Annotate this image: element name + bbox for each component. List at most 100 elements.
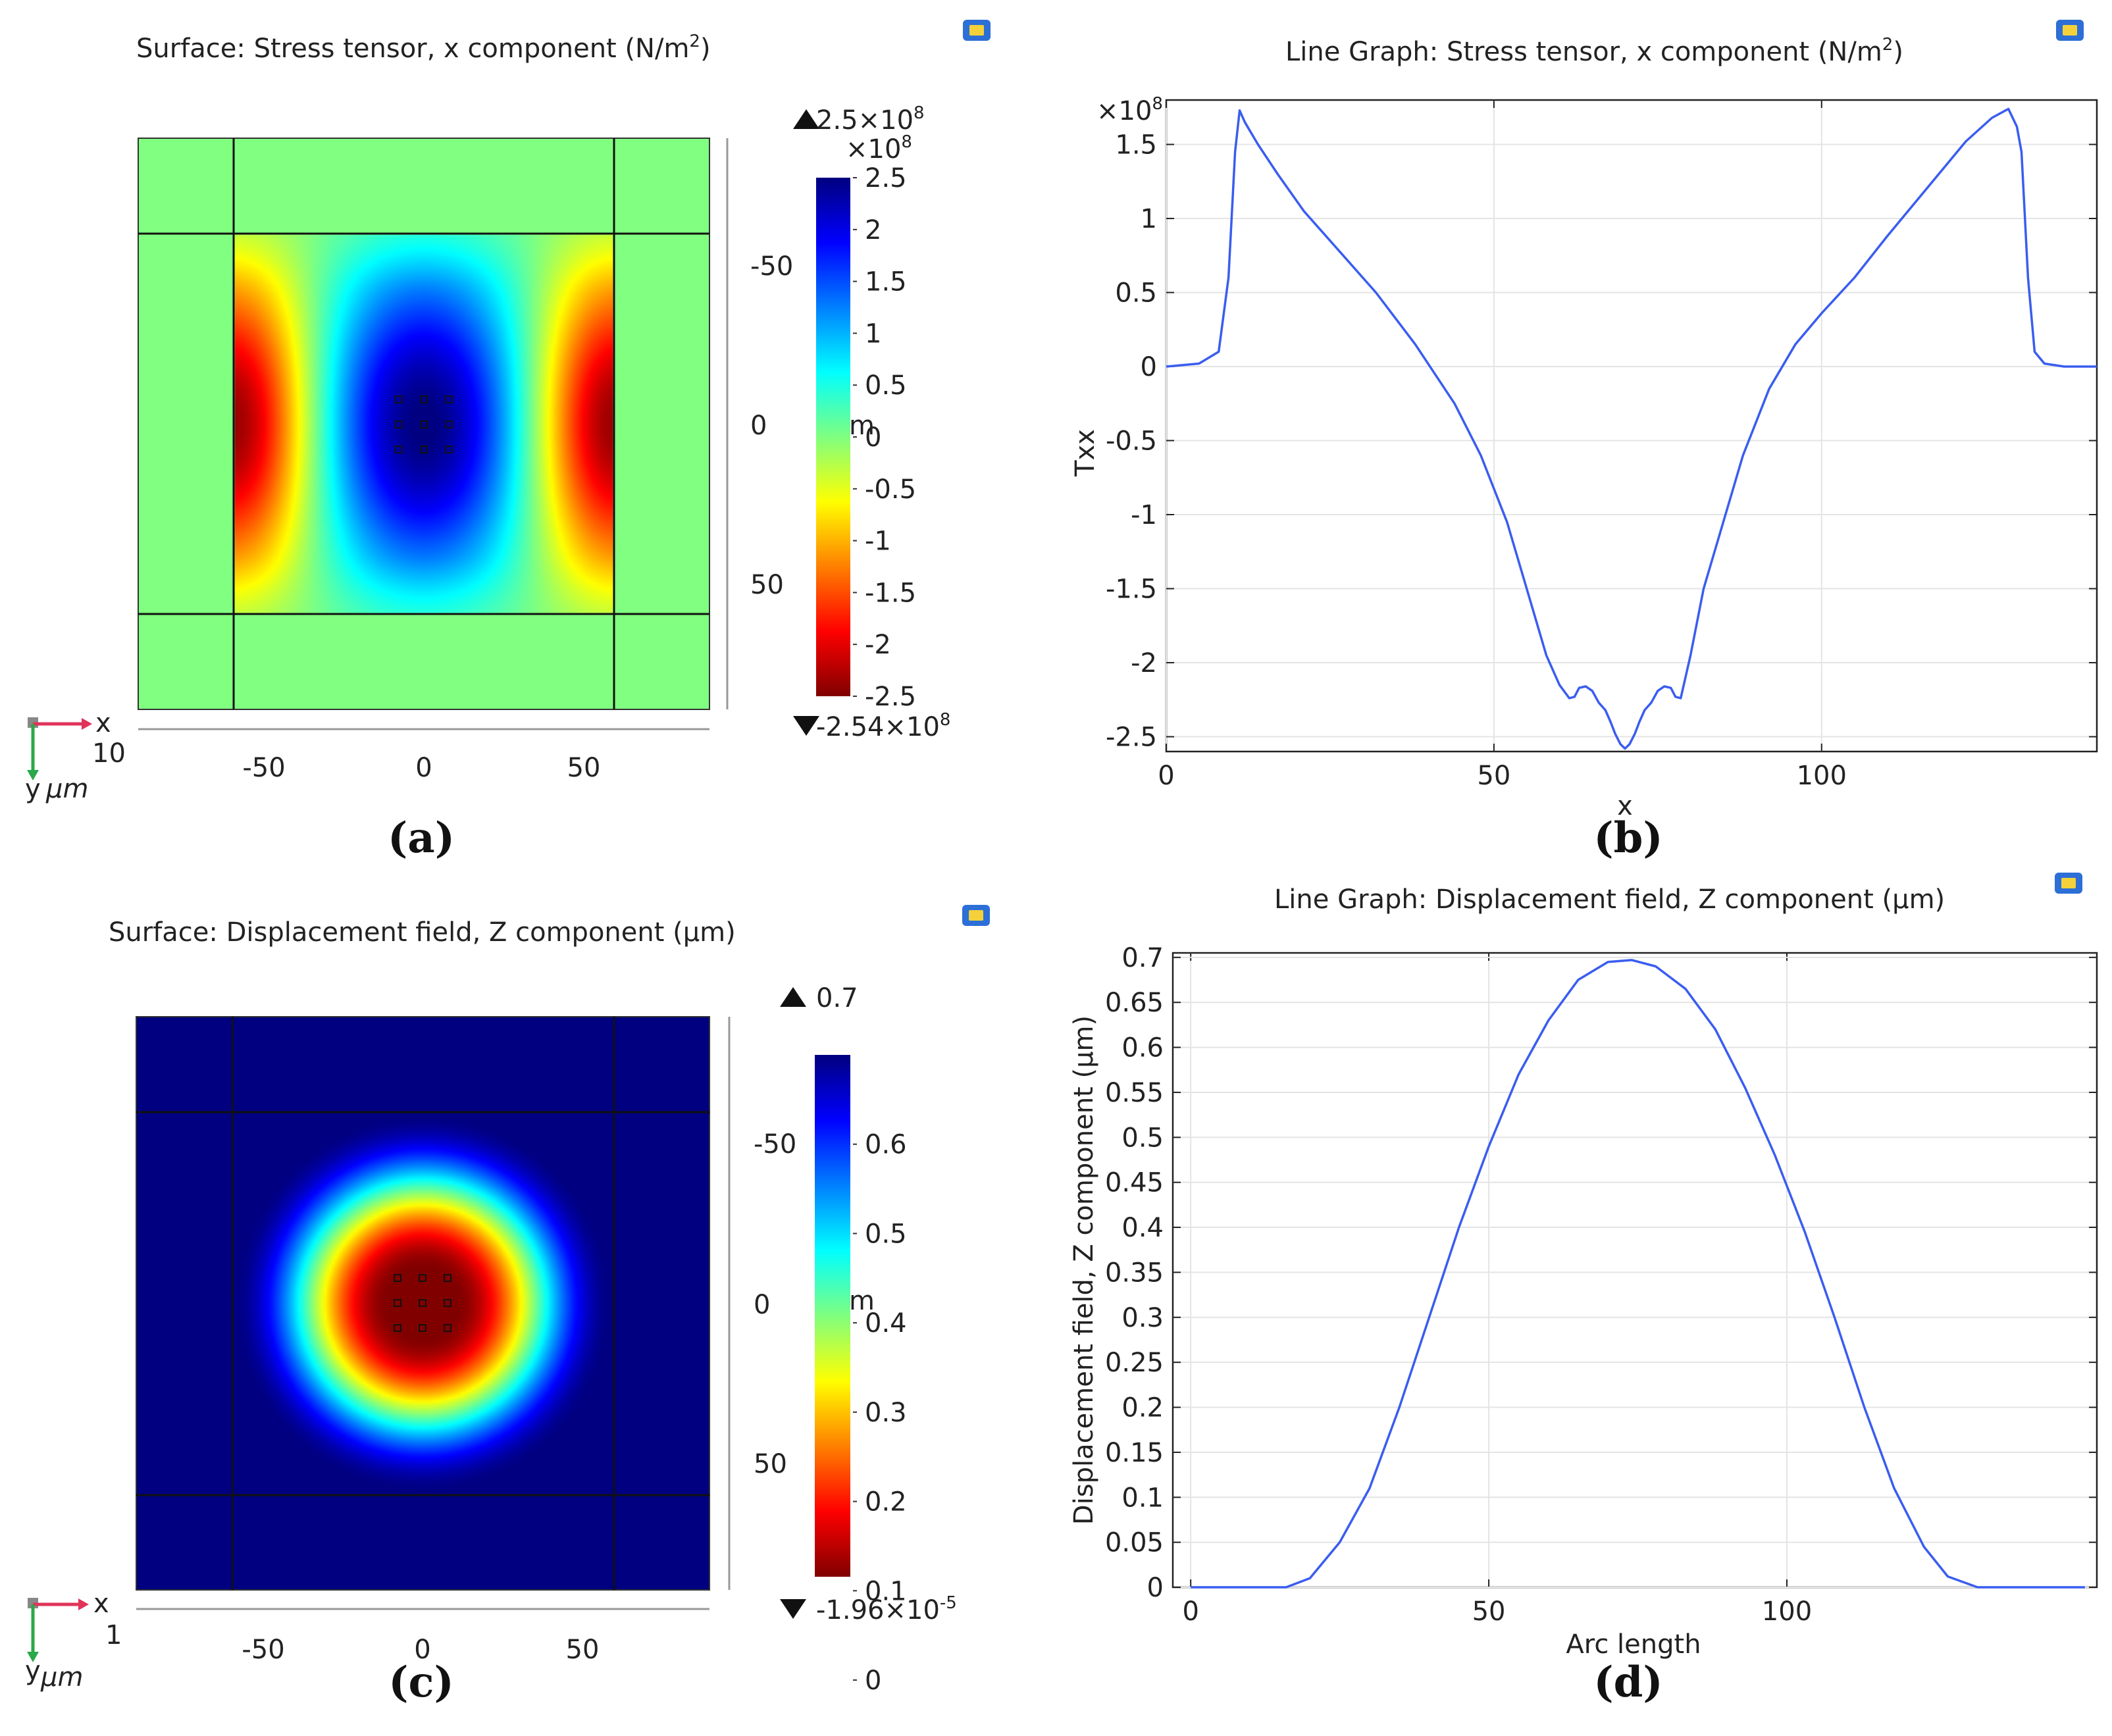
colorbar: 2.5×108 ×108 2.5 2 1.5 1 0.5 0 -0.5 -1 -1.5 -2 -2.… [793, 103, 950, 742]
panel-c: Surface: Displacement field, Z component… [0, 869, 1056, 1736]
x-tick-label: 0 [1158, 761, 1174, 791]
y-tick-label: 0.05 [1105, 1528, 1164, 1558]
y-tick-label: 0.1 [1121, 1483, 1164, 1513]
y-tick-label: -2.5 [1106, 723, 1157, 753]
colorbar-tick-label: 2 [865, 215, 881, 245]
y-tick-label: 0.5 [1121, 1123, 1164, 1153]
colorbar: 0.7 0.6 0.5 0.4 0.3 0.2 0.1 0 m -1.96×10-5 [780, 983, 957, 1696]
line-plot-area: 0 50 100 0.7 0.65 0.6 0.55 0.5 0.45 0.4 0.35 0.3 0.2… [1105, 943, 2098, 1627]
svg-text:y: y [25, 774, 41, 804]
y-tick-label: 0.65 [1105, 988, 1164, 1018]
displacement-field-image [136, 1017, 709, 1590]
mesh-point [394, 1274, 401, 1282]
colorbar-tick-labels: 0.6 0.5 0.4 0.3 0.2 0.1 0 [853, 1130, 907, 1696]
x-axis-label: Arc length [1566, 1629, 1701, 1660]
y-tick-label: 1 [1141, 204, 1157, 234]
mesh-point-grid [395, 396, 453, 453]
panel-a-title: Surface: Stress tensor, x component (N/m… [136, 32, 711, 64]
colorbar-tick-label: 1.5 [865, 267, 907, 297]
mesh-point [420, 446, 428, 453]
y-tick-label: 0 [1141, 352, 1157, 382]
colorbar-tick-label: -1 [865, 526, 891, 557]
colorbar-tick-label: 0.5 [865, 370, 907, 401]
y-tick-label: 0 [750, 411, 767, 441]
colorbar-tick-label: 2.5 [865, 163, 907, 193]
colorbar-tick-label: -1.5 [865, 578, 916, 608]
displacement-line-graph: Line Graph: Displacement field, Z compon… [1069, 873, 2098, 1707]
plot-frame [1165, 99, 2098, 753]
x-tick-label: 0 [415, 753, 432, 783]
comsol-logo-icon [2056, 20, 2084, 41]
colorbar-tick-label: 0.5 [865, 1219, 907, 1249]
y-arrow-icon [27, 770, 39, 780]
colorbar-unit: m [849, 1286, 875, 1316]
y-tick-label: 0 [1147, 1573, 1164, 1603]
y-tick-label: 0.55 [1105, 1078, 1164, 1108]
mesh-point [395, 446, 403, 453]
colorbar-tick-label: -2 [865, 630, 891, 660]
y-tick-label: 0.35 [1105, 1258, 1164, 1288]
max-marker-icon [780, 987, 806, 1007]
y-tick-label: 0.25 [1105, 1348, 1164, 1378]
x-tick-label: 50 [1477, 761, 1510, 791]
series-line [1191, 959, 2085, 1589]
y-axis-label: Displacement field, Z component (µm) [1069, 1015, 1099, 1525]
mesh-point [419, 1274, 426, 1282]
min-marker-icon [780, 1599, 806, 1619]
displacement-heatmap [136, 1016, 710, 1591]
max-value-label: 0.7 [816, 983, 858, 1013]
colorbar-tick-label: -2.5 [865, 682, 916, 712]
y-tick-label: 0.2 [1121, 1393, 1164, 1423]
x-tick-label: 50 [566, 1635, 600, 1665]
x-arrow-icon [78, 1598, 89, 1610]
y-axis-label: Txx [1070, 429, 1100, 477]
mesh-point [445, 396, 453, 403]
comsol-logo-icon [2055, 873, 2082, 894]
svg-text:1: 1 [105, 1620, 122, 1650]
colorbar-tick-label: 1 [865, 319, 881, 349]
y-tick-label: 0.3 [1121, 1303, 1164, 1333]
y-tick-label: -1.5 [1106, 574, 1157, 605]
colorbar-tick-label: 0 [865, 1666, 881, 1696]
x-tick-label: -50 [242, 753, 285, 783]
panel-b-title: Line Graph: Stress tensor, x component (… [1285, 35, 1903, 67]
colorbar-tick-label: 0.4 [865, 1308, 907, 1339]
mesh-point [395, 421, 403, 428]
y-tick-label: 0.5 [1115, 278, 1157, 309]
panel-b: Line Graph: Stress tensor, x component (… [1056, 0, 2112, 869]
y-tick-label: 50 [750, 570, 784, 600]
mesh-point [419, 1299, 426, 1307]
mesh-point [420, 421, 428, 428]
x-tick-label: 100 [1762, 1596, 1812, 1627]
mesh-point [444, 1324, 451, 1332]
axis-triad: x 1 y µm [25, 1589, 122, 1693]
colorbar-multiplier: ×108 [846, 132, 912, 165]
line-plot-area: 0 50 100 1.5 1 0.5 0 -0.5 -1 -1.5 -2 -2.5 [1106, 99, 2098, 791]
colorbar-tick-label: 0.1 [865, 1576, 907, 1606]
x-tick-label: 50 [567, 753, 601, 783]
stress-surface-plot: Surface: Stress tensor, x component (N/m… [25, 20, 991, 863]
y-tick-label: 0.7 [1121, 943, 1164, 973]
panel-caption: (d) [1593, 1658, 1662, 1707]
y-tick-label: -0.5 [1106, 426, 1157, 457]
y-tick-label: -2 [1131, 648, 1157, 678]
mesh-point [444, 1274, 451, 1282]
colorbar-tick-labels: 2.5 2 1.5 1 0.5 0 -0.5 -1 -1.5 -2 -2.5 [853, 163, 916, 712]
mesh-point [445, 446, 453, 453]
svg-text:y: y [25, 1656, 41, 1686]
plot-frame [1172, 952, 2098, 1589]
svg-text:µm: µm [40, 1662, 83, 1693]
panel-c-title: Surface: Displacement field, Z component… [109, 917, 736, 948]
svg-text:x: x [93, 1589, 109, 1619]
colorbar-gradient [815, 1055, 850, 1577]
x-tick-label: 100 [1797, 761, 1847, 791]
mesh-point-grid [394, 1274, 451, 1332]
x-tick-label: 50 [1472, 1596, 1506, 1627]
panel-caption: (a) [388, 813, 455, 863]
panel-d: Line Graph: Displacement field, Z compon… [1056, 869, 2112, 1736]
mesh-point [394, 1324, 401, 1332]
max-marker-icon [793, 109, 819, 129]
y-arrow-icon [27, 1652, 39, 1662]
x-tick-label: 0 [1182, 1596, 1198, 1627]
y-tick-label: 0.45 [1105, 1168, 1164, 1198]
